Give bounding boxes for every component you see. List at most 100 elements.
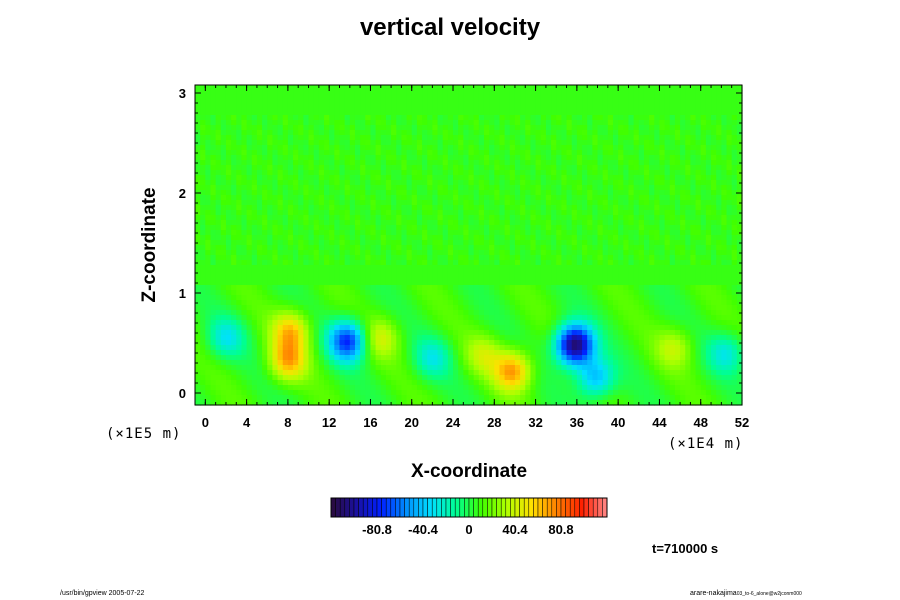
heatmap-cell [483, 150, 490, 156]
heatmap-cell [643, 155, 650, 161]
heatmap-cell [256, 300, 263, 306]
heatmap-cell [298, 245, 304, 251]
heatmap-cell [349, 300, 356, 306]
heatmap-cell [463, 265, 470, 271]
heatmap-cell [571, 115, 578, 121]
heatmap-cell [680, 315, 686, 321]
heatmap-cell [721, 235, 728, 241]
heatmap-cell [215, 185, 222, 191]
heatmap-cell [313, 140, 320, 146]
heatmap-cell [329, 270, 335, 276]
heatmap-cell [277, 195, 284, 201]
heatmap-cell [256, 255, 263, 261]
heatmap-cell [365, 130, 372, 136]
heatmap-cell [623, 140, 630, 146]
heatmap-cell [571, 215, 578, 221]
heatmap-cell [416, 300, 423, 306]
heatmap-cell [499, 280, 506, 286]
heatmap-cell [695, 215, 702, 221]
heatmap-cell [396, 120, 403, 126]
heatmap-cell [385, 300, 392, 306]
heatmap-cell [711, 170, 717, 176]
heatmap-cell [571, 230, 578, 236]
heatmap-cell [468, 265, 475, 271]
heatmap-cell [339, 150, 346, 156]
heatmap-cell [334, 300, 341, 306]
heatmap-cell [272, 110, 279, 116]
heatmap-cell [453, 210, 459, 216]
heatmap-cell [200, 310, 206, 316]
heatmap-cell [659, 220, 666, 226]
heatmap-cell [530, 165, 537, 171]
heatmap-cell [205, 100, 212, 106]
heatmap-cell [463, 95, 470, 101]
heatmap-cell [561, 240, 568, 246]
heatmap-cell [458, 190, 464, 196]
heatmap-cell [427, 180, 433, 186]
heatmap-cell [385, 220, 392, 226]
heatmap-cell [561, 90, 568, 96]
heatmap-cell [360, 140, 366, 146]
heatmap-cell [705, 235, 712, 241]
heatmap-cell [370, 200, 377, 206]
heatmap-cell [256, 285, 263, 291]
heatmap-cell [437, 180, 444, 186]
heatmap-cell [535, 205, 542, 211]
heatmap-cell [721, 240, 728, 246]
heatmap-cell [695, 210, 702, 216]
heatmap-cell [576, 240, 583, 246]
heatmap-cell [225, 295, 232, 301]
heatmap-cell [545, 175, 552, 181]
heatmap-cell [251, 175, 258, 181]
heatmap-cell [380, 135, 387, 141]
heatmap-cell [231, 280, 237, 286]
heatmap-cell [267, 90, 274, 96]
heatmap-cell [489, 220, 495, 226]
heatmap-cell [674, 200, 681, 206]
heatmap-cell [349, 100, 356, 106]
heatmap-cell [520, 155, 526, 161]
heatmap-cell [370, 175, 377, 181]
heatmap-cell [231, 180, 237, 186]
heatmap-cell [339, 125, 346, 131]
heatmap-cell [654, 85, 661, 91]
heatmap-cell [365, 270, 372, 276]
heatmap-cell [272, 220, 279, 226]
heatmap-cell [612, 300, 619, 306]
heatmap-cell [473, 155, 480, 161]
heatmap-cell [540, 310, 547, 316]
heatmap-cell [272, 165, 279, 171]
heatmap-cell [447, 255, 454, 261]
heatmap-cell [458, 85, 464, 91]
heatmap-cell [287, 155, 294, 161]
heatmap-cell [287, 140, 294, 146]
heatmap-cell [664, 290, 671, 296]
heatmap-cell [427, 165, 433, 171]
heatmap-cell [308, 100, 315, 106]
heatmap-cell [385, 160, 392, 166]
heatmap-cell [592, 205, 599, 211]
heatmap-cell [432, 240, 439, 246]
heatmap-cell [690, 200, 697, 206]
heatmap-cell [633, 150, 640, 156]
heatmap-cell [607, 240, 614, 246]
heatmap-cell [360, 220, 366, 226]
heatmap-cell [489, 150, 495, 156]
heatmap-cell [607, 175, 614, 181]
heatmap-cell [220, 205, 227, 211]
heatmap-cell [638, 220, 645, 226]
heatmap-cell [385, 155, 392, 161]
heatmap-cell [571, 310, 578, 316]
heatmap-cell [576, 265, 583, 271]
heatmap-cell [540, 250, 547, 256]
heatmap-cell [561, 140, 568, 146]
chart-title: vertical velocity [359, 14, 541, 41]
heatmap-cell [406, 130, 413, 136]
heatmap-cell [669, 120, 676, 126]
heatmap-cell [669, 165, 676, 171]
heatmap-cell [200, 130, 206, 136]
heatmap-cell [298, 175, 304, 181]
heatmap-cell [349, 210, 356, 216]
heatmap-cell [267, 270, 274, 276]
